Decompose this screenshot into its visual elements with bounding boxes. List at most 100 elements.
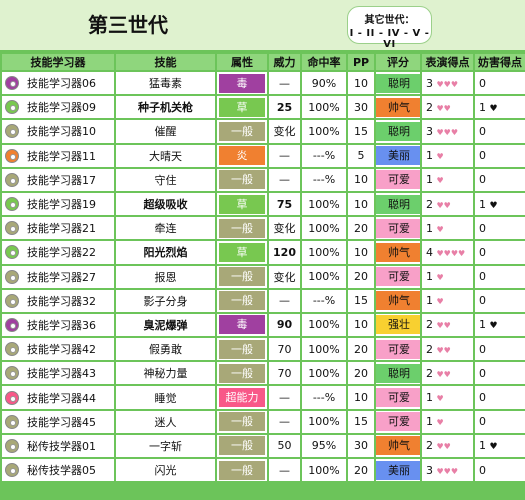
tm-name[interactable]: 技能学习器32: [27, 294, 96, 308]
tm-name[interactable]: 技能学习器11: [27, 149, 96, 163]
tm-cell[interactable]: 技能学习器10: [2, 120, 114, 143]
move-cell[interactable]: 神秘力量: [116, 362, 215, 385]
move-cell[interactable]: 阳光烈焰: [116, 241, 215, 264]
type-badge[interactable]: 毒: [219, 315, 265, 335]
move-cell[interactable]: 迷人: [116, 410, 215, 433]
move-cell[interactable]: 臭泥爆弹: [116, 313, 215, 337]
type-badge[interactable]: 一般: [219, 363, 265, 383]
tm-name[interactable]: 技能学习器27: [27, 270, 96, 284]
tm-cell[interactable]: 技能学习器17: [2, 168, 114, 191]
tm-cell[interactable]: 技能学习器19: [2, 192, 114, 216]
tm-name[interactable]: 技能学习器17: [27, 173, 96, 187]
move-cell[interactable]: 影子分身: [116, 289, 215, 312]
tm-name[interactable]: 技能学习器19: [27, 198, 96, 212]
tm-cell[interactable]: 技能学习器32: [2, 289, 114, 312]
appeal-cell: 2 ♥♥: [422, 362, 473, 385]
move-cell[interactable]: 守住: [116, 168, 215, 191]
move-name[interactable]: 催醒: [154, 125, 177, 139]
tm-name[interactable]: 技能学习器21: [27, 222, 96, 236]
type-badge[interactable]: 超能力: [219, 388, 265, 408]
type-badge[interactable]: 一般: [219, 121, 265, 141]
type-badge[interactable]: 一般: [219, 170, 265, 190]
move-name[interactable]: 神秘力量: [143, 367, 188, 381]
type-cell: 毒: [217, 72, 267, 95]
tm-name[interactable]: 技能学习器42: [27, 343, 96, 357]
move-cell[interactable]: 闪光: [116, 459, 215, 482]
move-cell[interactable]: 大晴天: [116, 144, 215, 167]
tm-cell[interactable]: 秘传技学器05: [2, 459, 114, 482]
type-badge[interactable]: 炎: [219, 146, 265, 166]
move-cell[interactable]: 假勇敢: [116, 338, 215, 361]
other-generations-box[interactable]: 其它世代： I - II - IV - V - VI: [347, 6, 432, 50]
move-cell[interactable]: 一字斩: [116, 434, 215, 457]
move-name[interactable]: 睡觉: [154, 391, 177, 405]
heart-icon: ♥: [436, 394, 444, 404]
type-badge[interactable]: 草: [219, 242, 265, 262]
move-name[interactable]: 闪光: [154, 464, 177, 478]
appeal-value: 2: [426, 366, 433, 380]
tm-cell[interactable]: 技能学习器22: [2, 241, 114, 264]
tm-cell[interactable]: 技能学习器27: [2, 265, 114, 288]
type-badge[interactable]: 一般: [219, 291, 265, 311]
tm-name[interactable]: 技能学习器06: [27, 77, 96, 91]
tm-name[interactable]: 技能学习器10: [27, 125, 96, 139]
power-value: 70: [269, 338, 300, 361]
tm-cell[interactable]: 技能学习器36: [2, 313, 114, 337]
move-name[interactable]: 大晴天: [149, 149, 182, 163]
type-badge[interactable]: 一般: [219, 339, 265, 359]
tm-cell[interactable]: 技能学习器45: [2, 410, 114, 433]
tm-cell[interactable]: 秘传技学器01: [2, 434, 114, 457]
tm-cell[interactable]: 技能学习器43: [2, 362, 114, 385]
tm-disc-icon: [5, 76, 19, 91]
tm-name[interactable]: 秘传技学器05: [27, 464, 96, 478]
type-badge[interactable]: 草: [219, 97, 265, 117]
move-cell[interactable]: 猛毒素: [116, 72, 215, 95]
move-cell[interactable]: 报恩: [116, 265, 215, 288]
tm-cell[interactable]: 技能学习器06: [2, 72, 114, 95]
tm-name[interactable]: 秘传技学器01: [27, 439, 96, 453]
move-cell[interactable]: 种子机关枪: [116, 96, 215, 119]
tm-name[interactable]: 技能学习器44: [27, 391, 96, 405]
type-badge[interactable]: 草: [219, 194, 265, 214]
tm-cell[interactable]: 技能学习器11: [2, 144, 114, 167]
accuracy-value: 95%: [302, 434, 346, 457]
type-badge[interactable]: 一般: [219, 412, 265, 432]
move-name[interactable]: 阳光烈焰: [143, 246, 188, 260]
appeal-cell: 2 ♥♥: [422, 338, 473, 361]
move-cell[interactable]: 牵连: [116, 217, 215, 240]
type-badge[interactable]: 一般: [219, 436, 265, 456]
move-name[interactable]: 报恩: [154, 270, 177, 284]
move-name[interactable]: 一字斩: [149, 439, 182, 453]
move-name[interactable]: 迷人: [154, 415, 177, 429]
type-badge[interactable]: 一般: [219, 218, 265, 238]
move-cell[interactable]: 催醒: [116, 120, 215, 143]
tm-cell[interactable]: 技能学习器44: [2, 386, 114, 409]
tm-name[interactable]: 技能学习器45: [27, 415, 96, 429]
condition-badge: 帅气: [376, 97, 420, 117]
tm-cell[interactable]: 技能学习器42: [2, 338, 114, 361]
tm-cell[interactable]: 技能学习器21: [2, 217, 114, 240]
tm-name[interactable]: 技能学习器09: [27, 101, 96, 115]
tm-cell[interactable]: 技能学习器09: [2, 96, 114, 119]
move-name[interactable]: 臭泥爆弹: [143, 318, 188, 332]
other-generations-links[interactable]: I - II - IV - V - VI: [349, 28, 430, 50]
type-badge[interactable]: 一般: [219, 267, 265, 287]
type-badge[interactable]: 毒: [219, 73, 265, 93]
move-name[interactable]: 猛毒素: [149, 77, 182, 91]
move-cell[interactable]: 超级吸收: [116, 192, 215, 216]
move-name[interactable]: 超级吸收: [143, 198, 188, 212]
move-cell[interactable]: 睡觉: [116, 386, 215, 409]
move-name[interactable]: 假勇敢: [149, 343, 182, 357]
move-name[interactable]: 牵连: [154, 222, 177, 236]
move-name[interactable]: 守住: [154, 173, 177, 187]
appeal-value: 2: [426, 439, 433, 453]
move-name[interactable]: 影子分身: [143, 294, 188, 308]
header-pp: PP: [348, 54, 374, 70]
type-badge[interactable]: 一般: [219, 460, 265, 480]
tm-name[interactable]: 技能学习器43: [27, 367, 96, 381]
tm-name[interactable]: 技能学习器22: [27, 246, 96, 260]
move-name[interactable]: 种子机关枪: [138, 101, 193, 115]
condition-cell: 可爱: [376, 217, 420, 240]
heart-icon: ♥♥: [436, 345, 451, 355]
tm-name[interactable]: 技能学习器36: [27, 318, 96, 332]
